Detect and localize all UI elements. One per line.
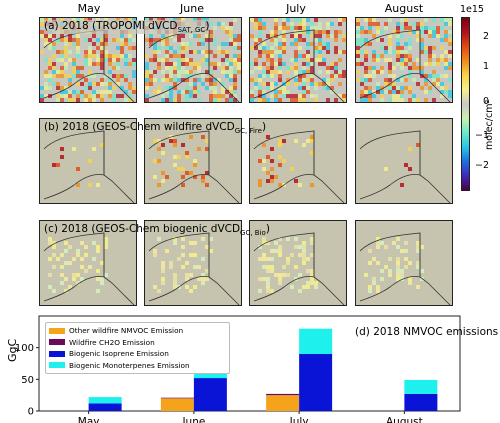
legend-item: Other wildfire NMVOC Emission	[49, 325, 226, 337]
map-decorations	[40, 18, 452, 306]
bar-segment	[266, 393, 300, 396]
bar-segment	[88, 403, 122, 411]
x-tick-label: July	[289, 416, 309, 423]
bar-segment	[404, 379, 438, 394]
legend-item: Biogenic Isoprene Emission	[49, 348, 226, 360]
month-header-may: May	[77, 2, 101, 15]
plot-frame	[38, 315, 461, 412]
bar-segment	[299, 328, 333, 354]
legend-swatch	[49, 350, 65, 357]
legend-swatch	[49, 327, 65, 334]
colorbar-tick: −1	[474, 130, 489, 141]
month-header-june: June	[180, 2, 204, 15]
colorbar	[461, 17, 470, 191]
colorbar-label: molec/cm²	[484, 99, 495, 150]
y-axis-label: GgC	[6, 338, 19, 362]
bar-segment	[88, 397, 122, 404]
row-label-a: (a) 2018 (TROPOMI dVCDSAT, GC)	[44, 20, 210, 35]
month-header-july: July	[286, 2, 306, 15]
chart-title: (d) 2018 NMVOC emissions	[355, 326, 499, 338]
bar-segment	[299, 354, 333, 411]
row-label-c: (c) 2018 (GEOS-Chem biogenic dVCDGC, Bio…	[44, 223, 270, 238]
x-tick-label: June	[181, 416, 205, 423]
bar-segment	[404, 393, 438, 411]
y-tick-label: 50	[21, 375, 34, 386]
colorbar-tick: 1	[482, 61, 489, 72]
colorbar-tick: 0	[482, 96, 489, 107]
colorbar-exponent: 1e15	[460, 4, 484, 15]
bar-segment	[193, 378, 227, 411]
bar-segment	[266, 395, 300, 411]
legend-swatch	[49, 339, 65, 346]
x-tick-label: May	[78, 416, 100, 423]
legend-swatch	[49, 362, 65, 369]
chart-legend: Other wildfire NMVOC Emission Wildfire C…	[45, 322, 230, 374]
legend-item: Biogenic Monoterpenes Emission	[49, 360, 226, 372]
colorbar-tick: −2	[474, 160, 489, 171]
month-header-august: August	[384, 2, 424, 15]
colorbar-tick: 2	[482, 31, 489, 42]
y-tick-label: 100	[15, 343, 34, 354]
row-label-b: (b) 2018 (GEOS-Chem wildfire dVCDGC, Fir…	[44, 121, 267, 136]
bar-segment	[160, 397, 194, 399]
y-tick-label: 0	[28, 407, 34, 418]
legend-item: Wildfire CH2O Emission	[49, 337, 226, 349]
x-tick-label: August	[386, 416, 423, 423]
bar-segment	[160, 398, 194, 411]
